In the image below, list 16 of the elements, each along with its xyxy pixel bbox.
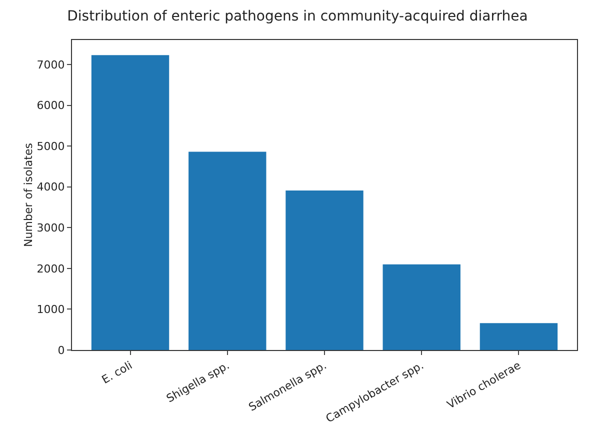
y-tick-label: 3000 (36, 221, 65, 234)
bar (382, 264, 460, 350)
y-tick-label: 4000 (36, 180, 65, 194)
x-tick-label: E. coli (100, 358, 135, 386)
y-axis-title: Number of isolates (22, 142, 35, 247)
bar (91, 55, 170, 350)
y-tick-label: 5000 (36, 140, 65, 153)
chart-title: Distribution of enteric pathogens in community-acquired diarrhea (67, 8, 528, 25)
y-tick-label: 6000 (36, 99, 65, 112)
y-tick-label: 1000 (36, 303, 65, 316)
bar (286, 190, 364, 350)
y-tick-label: 7000 (36, 58, 65, 72)
bar (480, 323, 558, 350)
y-tick-label: 2000 (36, 262, 65, 276)
bar (188, 152, 266, 350)
y-tick-label: 0 (58, 344, 65, 357)
